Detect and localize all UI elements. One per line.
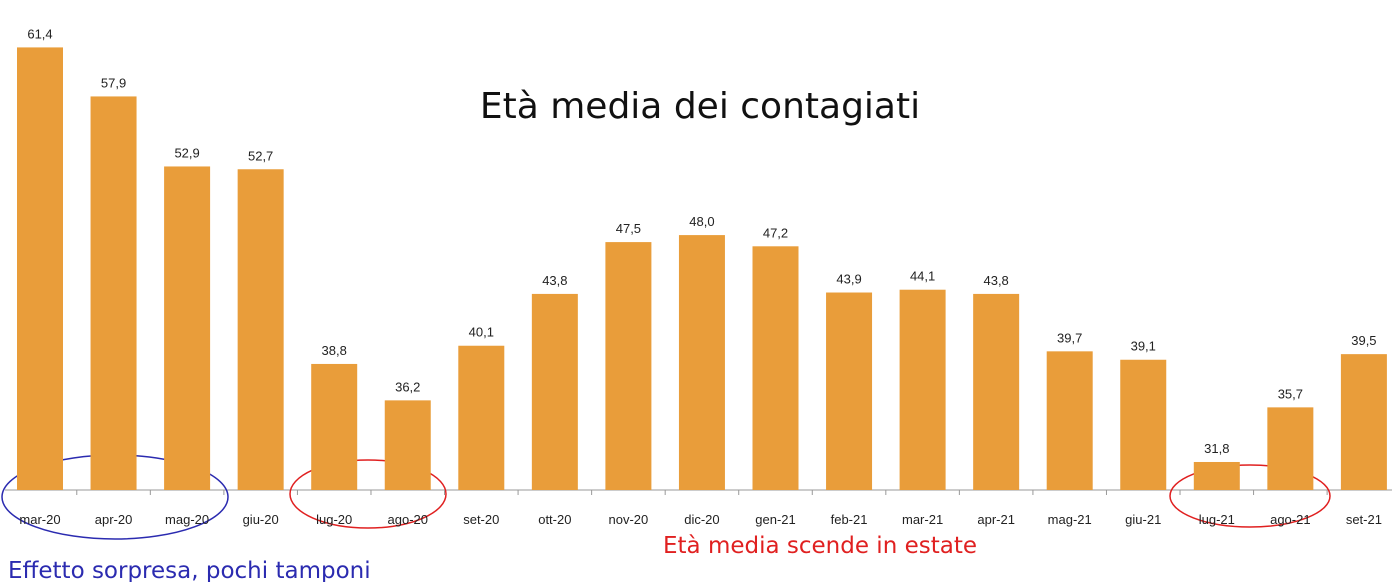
x-tick-label: nov-20: [609, 512, 649, 527]
value-label: 38,8: [322, 343, 347, 358]
bar: [237, 169, 284, 490]
highlight-ellipse: [1169, 464, 1331, 528]
x-tick-label: ago-20: [388, 512, 428, 527]
x-tick-label: ago-21: [1270, 512, 1310, 527]
bar: [531, 293, 578, 490]
x-tick-label: set-20: [463, 512, 499, 527]
value-label: 61,4: [27, 26, 52, 41]
bar: [973, 293, 1020, 490]
x-tick-label: feb-21: [831, 512, 868, 527]
bar: [752, 246, 799, 490]
bar: [1193, 461, 1240, 490]
value-label: 36,2: [395, 379, 420, 394]
bar: [17, 47, 63, 490]
x-tick-label: apr-20: [95, 512, 133, 527]
bar: [1120, 359, 1167, 490]
x-tick-label: set-21: [1346, 512, 1382, 527]
bar: [311, 363, 358, 490]
x-tick-label: mag-20: [165, 512, 209, 527]
value-label: 47,5: [616, 221, 641, 236]
value-label: 35,7: [1278, 386, 1303, 401]
value-label: 39,1: [1131, 339, 1156, 354]
highlight-ellipse: [289, 459, 447, 529]
value-label: 31,8: [1204, 441, 1229, 456]
x-tick-label: giu-20: [243, 512, 279, 527]
x-tick-label: dic-20: [684, 512, 719, 527]
bar: [1046, 351, 1093, 490]
value-label: 52,7: [248, 148, 273, 163]
value-label: 52,9: [174, 145, 199, 160]
value-label: 43,9: [836, 272, 861, 287]
value-label: 40,1: [469, 325, 494, 340]
value-label: 43,8: [542, 273, 567, 288]
bar: [458, 345, 505, 490]
x-tick-label: ott-20: [538, 512, 571, 527]
x-tick-label: mar-21: [902, 512, 943, 527]
bar: [1267, 407, 1314, 490]
x-tick-label: mar-20: [19, 512, 60, 527]
bar: [90, 96, 137, 490]
value-label: 43,8: [983, 273, 1008, 288]
annotation: Età media scende in estate: [663, 533, 977, 559]
bar: [1340, 354, 1387, 490]
annotation: Effetto sorpresa, pochi tamponi: [8, 558, 371, 582]
bar: [605, 242, 652, 490]
value-label: 57,9: [101, 75, 126, 90]
x-tick-label: giu-21: [1125, 512, 1161, 527]
bar: [384, 400, 431, 490]
x-tick-label: gen-21: [755, 512, 795, 527]
value-label: 47,2: [763, 225, 788, 240]
x-tick-label: mag-21: [1048, 512, 1092, 527]
bar: [164, 166, 211, 490]
chart-title: Età media dei contagiati: [480, 86, 920, 127]
value-label: 39,7: [1057, 330, 1082, 345]
value-label: 44,1: [910, 269, 935, 284]
value-label: 39,5: [1351, 333, 1376, 348]
value-label: 48,0: [689, 214, 714, 229]
x-tick-label: lug-21: [1199, 512, 1235, 527]
x-tick-label: lug-20: [316, 512, 352, 527]
x-tick-label: apr-21: [977, 512, 1015, 527]
bar: [826, 292, 873, 490]
bar: [899, 289, 946, 490]
bar: [678, 235, 725, 490]
